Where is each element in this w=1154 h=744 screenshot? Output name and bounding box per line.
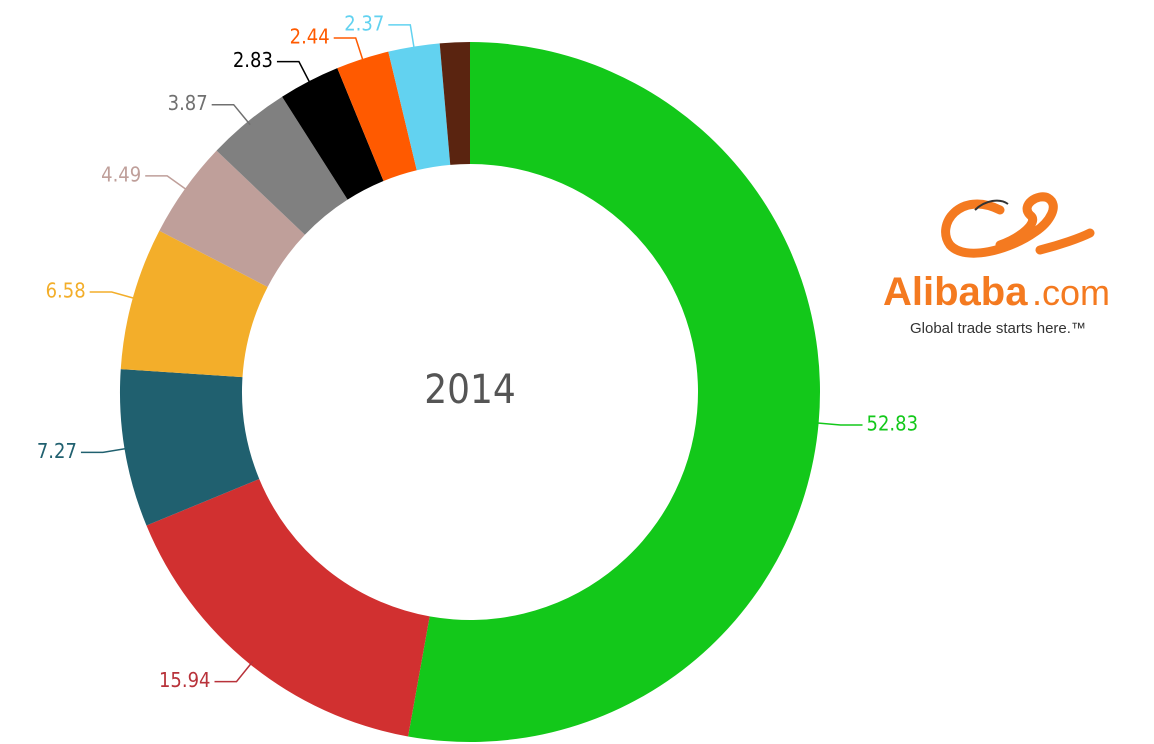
logo-mark [941, 192, 1095, 258]
leader-line [276, 60, 312, 86]
leader-line [145, 175, 189, 192]
slice [216, 96, 348, 235]
slice [282, 68, 384, 200]
leader-line [211, 103, 251, 126]
slice [159, 150, 305, 287]
center-label: 2014 [424, 367, 516, 413]
data-label: 7.27 [37, 439, 77, 463]
data-label: 6.58 [46, 279, 86, 303]
leader-line [214, 660, 254, 683]
data-label: 15.94 [159, 668, 211, 692]
data-label: 2.83 [233, 48, 273, 72]
slice [439, 42, 470, 165]
donut [120, 42, 820, 742]
data-label: 52.83 [867, 412, 919, 436]
logo-name: Alibaba [883, 270, 1028, 314]
leader-line [814, 421, 863, 426]
slice [388, 43, 451, 171]
slice [146, 478, 430, 737]
data-label: 4.49 [101, 162, 141, 186]
slice [337, 51, 417, 182]
leader-line [80, 447, 129, 454]
data-label: 2.37 [344, 11, 384, 35]
data-label: 3.87 [168, 91, 208, 115]
data-label: 2.44 [290, 24, 330, 48]
slice [408, 42, 820, 742]
logo: Alibaba .com Global trade starts here.™ [883, 192, 1110, 337]
logo-detail [974, 199, 1009, 211]
leader-line [388, 24, 416, 51]
logo-tagline: Global trade starts here.™ [910, 320, 1086, 337]
leader-line [89, 291, 137, 300]
slice [120, 369, 260, 526]
logo-suffix: .com [1032, 272, 1110, 313]
slice [120, 230, 268, 378]
leader-line [333, 37, 365, 63]
